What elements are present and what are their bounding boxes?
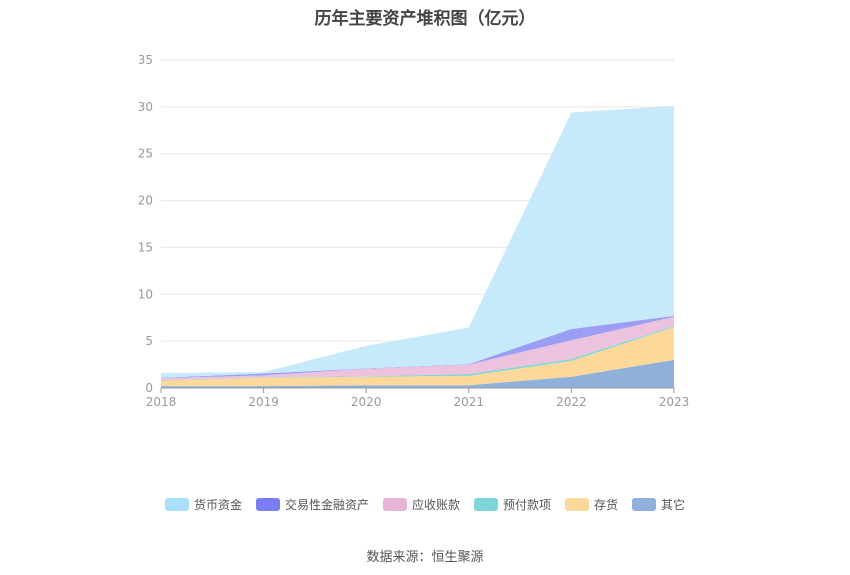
y-tick-label: 20 (138, 194, 153, 208)
x-tick-label: 2020 (351, 395, 382, 409)
legend: 货币资金 交易性金融资产 应收账款 预付款项 存货 其它 (0, 496, 850, 513)
area-series-存货 (161, 327, 674, 387)
legend-item[interactable]: 应收账款 (382, 496, 460, 513)
legend-item[interactable]: 预付款项 (474, 496, 551, 513)
x-tick-label: 2018 (146, 395, 177, 409)
legend-item[interactable]: 其它 (632, 496, 685, 513)
y-tick-label: 35 (138, 53, 153, 67)
axes: 0 5 10 15 20 25 30 35 2018 2019 2020 2021 2022 2023 (138, 53, 690, 409)
legend-swatch (382, 498, 407, 511)
legend-swatch (474, 498, 498, 511)
legend-item[interactable]: 交易性金融资产 (255, 496, 369, 513)
y-tick-label: 15 (138, 240, 153, 254)
x-tick-label: 2019 (248, 395, 279, 409)
legend-label: 应收账款 (411, 498, 460, 512)
legend-label: 存货 (594, 498, 619, 512)
y-tick-label: 10 (138, 287, 153, 301)
legend-swatch (632, 498, 657, 511)
legend-swatch (164, 498, 189, 511)
legend-label: 货币资金 (193, 498, 242, 512)
legend-label: 预付款项 (503, 498, 552, 512)
legend-item[interactable]: 货币资金 (164, 496, 242, 513)
area-series (161, 105, 674, 388)
y-tick-label: 5 (145, 334, 153, 348)
source-note: 数据来源：恒生聚源 (366, 550, 484, 565)
legend-item[interactable]: 存货 (565, 496, 618, 513)
area-series-其它 (161, 359, 674, 388)
legend-swatch (565, 498, 590, 511)
legend-label: 交易性金融资产 (284, 498, 369, 512)
y-tick-label: 25 (138, 147, 153, 161)
y-tick-label: 30 (138, 100, 153, 114)
x-tick-label: 2022 (556, 395, 587, 409)
x-tick-label: 2023 (659, 395, 690, 409)
x-tick-label: 2021 (454, 395, 485, 409)
y-tick-label: 0 (145, 381, 153, 395)
area-series-应收账款 (161, 316, 674, 381)
legend-swatch (255, 498, 280, 511)
legend-label: 其它 (661, 498, 686, 512)
chart-title: 历年主要资产堆积图（亿元） (314, 9, 536, 29)
area-series-货币资金 (161, 105, 674, 378)
